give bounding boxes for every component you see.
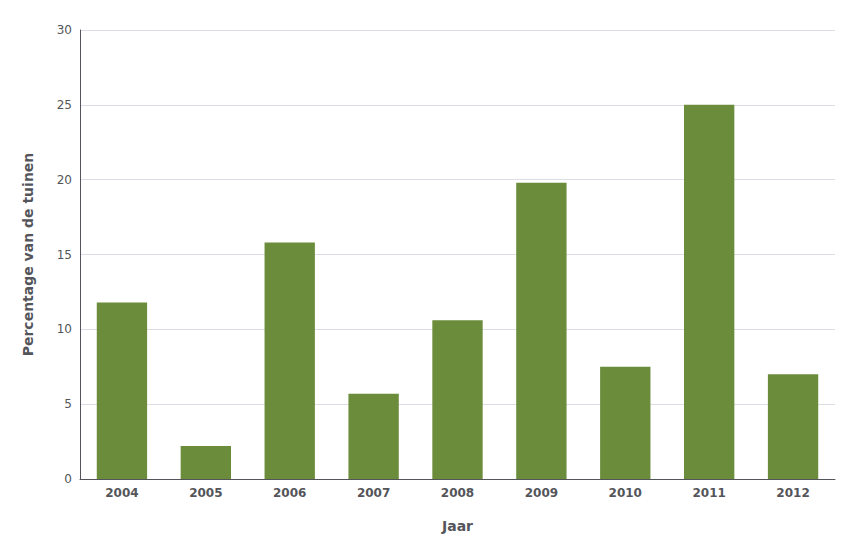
svg-text:2007: 2007: [357, 486, 390, 500]
svg-text:10: 10: [57, 322, 72, 336]
svg-text:2011: 2011: [692, 486, 725, 500]
svg-text:Jaar: Jaar: [441, 518, 473, 534]
svg-text:Percentage van de tuinen: Percentage van de tuinen: [20, 153, 36, 357]
svg-text:20: 20: [57, 173, 72, 187]
svg-text:0: 0: [64, 472, 72, 486]
svg-text:30: 30: [57, 23, 72, 37]
svg-text:2012: 2012: [776, 486, 809, 500]
svg-text:2005: 2005: [189, 486, 222, 500]
svg-text:5: 5: [64, 397, 72, 411]
svg-text:2009: 2009: [525, 486, 558, 500]
svg-text:15: 15: [57, 248, 72, 262]
svg-text:2010: 2010: [609, 486, 642, 500]
svg-text:2006: 2006: [273, 486, 306, 500]
svg-text:2008: 2008: [441, 486, 474, 500]
svg-text:25: 25: [57, 98, 72, 112]
svg-text:2004: 2004: [105, 486, 138, 500]
